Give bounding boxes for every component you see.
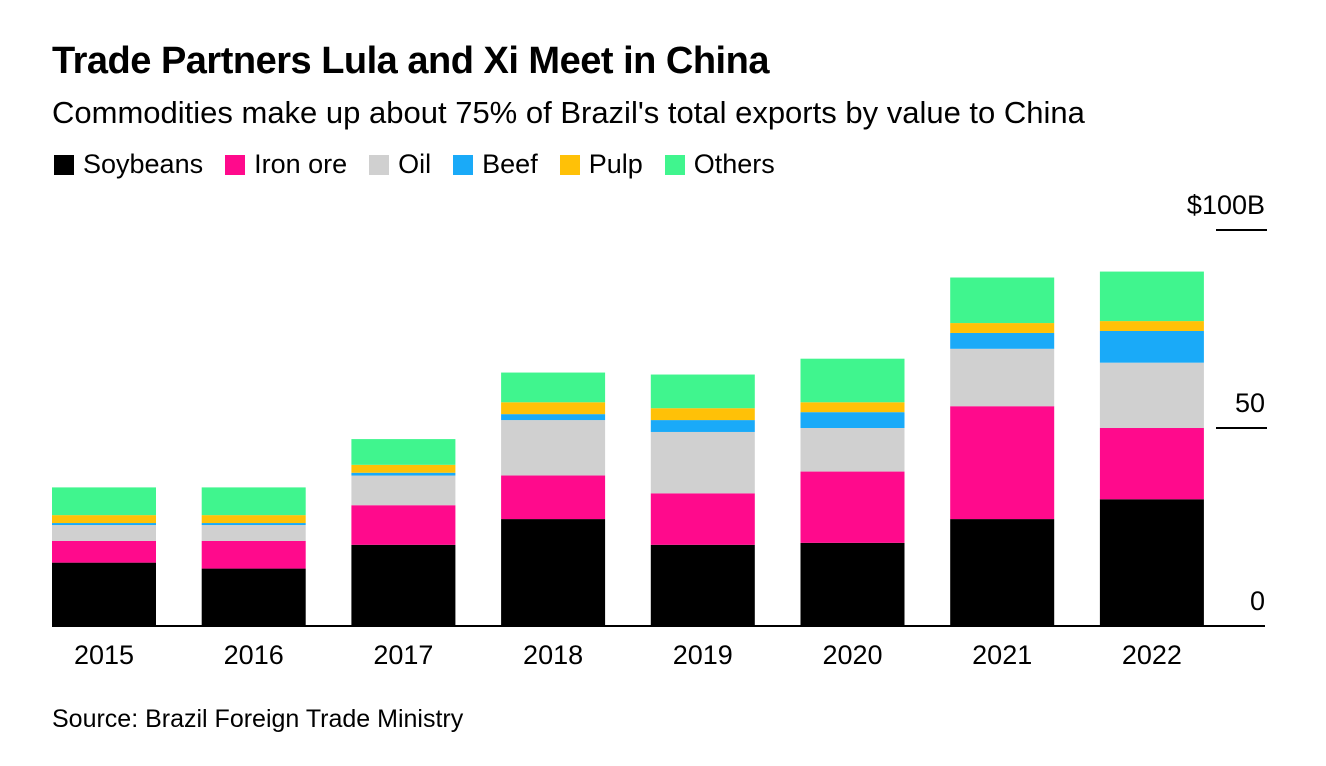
bar-2017-beef [351, 472, 456, 476]
bar-2020-beef [800, 412, 905, 428]
legend-item-soybeans: Soybeans [54, 149, 203, 180]
bar-2017-iron-ore [351, 505, 456, 545]
x-tick-label: 2019 [673, 640, 733, 670]
x-tick-label: 2021 [972, 640, 1032, 670]
bar-2017-oil [351, 475, 456, 506]
legend-swatch-beef [453, 154, 474, 175]
bar-2018-pulp [501, 402, 606, 415]
bar-2020-soybeans [800, 542, 905, 626]
bar-2020-oil [800, 428, 905, 472]
bar-2016-soybeans [201, 568, 306, 626]
bar-2018-oil [501, 420, 606, 476]
source-note: Source: Brazil Foreign Trade Ministry [52, 705, 464, 733]
bar-2020-pulp [800, 402, 905, 413]
legend-item-beef: Beef [453, 149, 538, 180]
legend-swatch-oil [369, 154, 390, 175]
legend-swatch-pulp [559, 154, 580, 175]
bar-2017-soybeans [351, 544, 456, 626]
legend-label: Others [693, 149, 775, 179]
chart-legend: Soybeans Iron ore Oil Beef Pulp Others [54, 149, 797, 180]
bar-2019-others [650, 374, 755, 409]
bar-2016-oil [201, 525, 306, 541]
legend-swatch-iron-ore [225, 154, 246, 175]
bar-2015-iron-ore [52, 540, 156, 563]
bar-2021-pulp [950, 323, 1055, 333]
x-tick-label: 2018 [523, 640, 583, 670]
chart-subtitle: Commodities make up about 75% of Brazil'… [52, 95, 1085, 130]
bar-2018-others [501, 372, 606, 403]
bar-2021-beef [950, 332, 1055, 349]
bar-2021-others [950, 277, 1055, 324]
bar-2016-iron-ore [201, 540, 306, 569]
bar-2020-iron-ore [800, 471, 905, 543]
bar-2022-others [1099, 271, 1204, 322]
bar-2017-pulp [351, 464, 456, 473]
bar-2019-pulp [650, 408, 755, 421]
x-tick-label: 2017 [373, 640, 433, 670]
bar-2022-iron-ore [1099, 428, 1204, 500]
legend-item-iron-ore: Iron ore [225, 149, 347, 180]
bar-2022-oil [1099, 362, 1204, 428]
legend-label: Soybeans [83, 149, 204, 179]
bar-2019-beef [650, 420, 755, 432]
bar-2016-beef [201, 523, 306, 526]
bar-2015-others [52, 487, 156, 516]
y-tick-label: $100B [1187, 190, 1265, 220]
bar-2021-iron-ore [950, 406, 1055, 520]
legend-label: Pulp [588, 149, 643, 179]
bar-2021-soybeans [950, 519, 1055, 626]
bar-2015-oil [52, 525, 156, 541]
legend-label: Iron ore [254, 149, 348, 179]
bar-2022-beef [1099, 330, 1204, 363]
bar-2019-soybeans [650, 544, 755, 626]
legend-label: Oil [398, 149, 432, 179]
x-tick-label: 2016 [224, 640, 284, 670]
bar-2022-soybeans [1099, 499, 1204, 626]
bar-2019-iron-ore [650, 493, 755, 545]
y-tick-label: 0 [1250, 586, 1265, 616]
bar-2016-others [201, 487, 306, 516]
x-tick-label: 2022 [1122, 640, 1182, 670]
bar-2017-others [351, 439, 456, 465]
x-tick-label: 2020 [822, 640, 882, 670]
bar-2022-pulp [1099, 321, 1204, 331]
bar-2015-beef [52, 523, 156, 526]
bar-2015-pulp [52, 515, 156, 524]
bar-2020-others [800, 358, 905, 403]
legend-item-pulp: Pulp [559, 149, 643, 180]
x-tick-label: 2015 [74, 640, 134, 670]
legend-swatch-soybeans [54, 154, 74, 175]
chart-title: Trade Partners Lula and Xi Meet in China [52, 40, 769, 82]
legend-item-oil: Oil [369, 149, 431, 180]
bar-2021-oil [950, 348, 1055, 407]
legend-item-others: Others [664, 149, 775, 180]
bar-2018-iron-ore [501, 475, 606, 520]
bar-2018-soybeans [501, 519, 606, 626]
bar-2015-soybeans [52, 562, 156, 626]
legend-swatch-others [664, 154, 685, 175]
y-tick-label: 50 [1235, 388, 1265, 418]
bar-2019-oil [650, 431, 755, 494]
bar-2018-beef [501, 414, 606, 421]
legend-label: Beef [482, 149, 538, 179]
bar-2016-pulp [201, 515, 306, 524]
